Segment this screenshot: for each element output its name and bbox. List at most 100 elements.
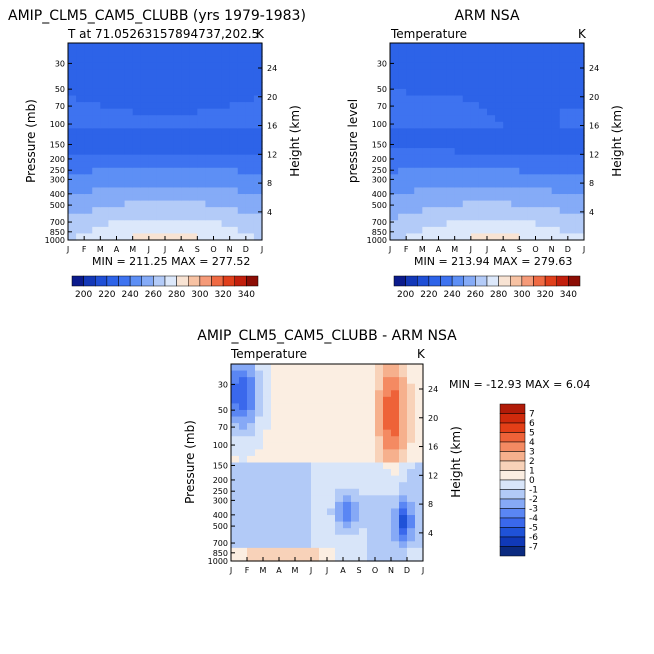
diff-cell	[239, 482, 248, 490]
diff-cell	[415, 416, 424, 424]
model-colorbar-swatch	[234, 275, 247, 287]
model-x-tick-label: D	[243, 245, 249, 254]
obs-cell	[462, 49, 472, 57]
obs-cell	[543, 134, 553, 143]
diff-cell	[239, 383, 248, 391]
obs-cell	[551, 82, 561, 90]
diff-cell	[255, 442, 264, 450]
diff-cell	[335, 409, 344, 418]
model-cell	[229, 62, 239, 70]
diff-height-tick-label: 8	[428, 500, 433, 509]
diff-cell	[367, 554, 376, 562]
model-cell	[165, 128, 174, 136]
obs-cell	[470, 56, 480, 64]
model-cell	[140, 128, 150, 136]
diff-cell	[303, 455, 312, 464]
model-cell	[84, 233, 93, 241]
obs-cell	[478, 141, 488, 149]
diff-cell	[327, 396, 336, 404]
obs-cell	[543, 200, 553, 208]
model-cell	[108, 121, 118, 129]
diff-colorbar-label: 2	[529, 457, 535, 467]
obs-cell	[551, 134, 561, 143]
obs-cell	[422, 167, 432, 175]
model-cell	[84, 200, 93, 208]
diff-cell	[247, 370, 256, 378]
diff-cell	[359, 541, 368, 549]
obs-cell	[503, 102, 512, 110]
obs-cell	[406, 43, 415, 51]
obs-panel-subtitle: Temperature	[390, 27, 467, 41]
diff-cell	[271, 429, 280, 437]
model-cell	[205, 187, 215, 195]
model-cell	[237, 167, 247, 175]
diff-cell	[375, 396, 384, 404]
diff-cell	[319, 423, 328, 431]
model-cell	[245, 102, 255, 110]
model-cell	[156, 161, 166, 169]
obs-cell	[478, 121, 488, 129]
diff-cell	[375, 364, 384, 372]
model-cell	[132, 128, 142, 136]
diff-colorbar-label: -2	[529, 495, 538, 505]
diff-cell	[247, 469, 256, 477]
diff-cell	[327, 377, 336, 385]
model-cell	[132, 49, 142, 57]
obs-cell	[551, 226, 561, 235]
model-cell	[197, 75, 207, 83]
model-cell	[108, 102, 118, 110]
obs-cell	[454, 43, 464, 51]
model-cell	[68, 95, 77, 103]
model-cell	[92, 128, 101, 136]
diff-cell	[407, 495, 416, 503]
model-cell	[221, 148, 231, 156]
diff-colorbar-swatch	[499, 451, 526, 462]
diff-cell	[367, 409, 376, 418]
obs-cell	[454, 69, 464, 77]
obs-cell	[519, 141, 529, 149]
obs-cell	[519, 43, 529, 51]
model-cell	[237, 220, 247, 228]
diff-cell	[255, 462, 264, 470]
model-cell	[140, 43, 150, 51]
diff-cell	[271, 495, 280, 503]
model-cell	[205, 174, 215, 182]
model-cell	[181, 180, 190, 189]
diff-cell	[311, 423, 320, 431]
obs-cell	[495, 115, 504, 123]
model-cell	[116, 43, 126, 51]
diff-cell	[399, 442, 408, 450]
diff-cell	[351, 383, 360, 391]
diff-cell	[367, 501, 376, 510]
model-cell	[92, 82, 101, 90]
model-cell	[173, 95, 182, 103]
obs-cell	[390, 75, 399, 83]
obs-cell	[478, 115, 488, 123]
model-colorbar-swatch	[188, 275, 201, 287]
obs-cell	[575, 49, 585, 57]
obs-cell	[406, 69, 415, 77]
obs-cell	[406, 128, 415, 136]
model-x-tick-label: J	[66, 245, 69, 254]
obs-cell	[487, 174, 496, 182]
model-cell	[92, 220, 101, 228]
model-cell	[165, 213, 174, 221]
diff-cell	[287, 469, 296, 477]
diff-cell	[399, 508, 408, 516]
obs-cell	[406, 220, 415, 228]
obs-cell	[406, 226, 415, 235]
obs-cell	[519, 233, 529, 241]
diff-cell	[303, 475, 312, 483]
model-cell	[237, 121, 247, 129]
obs-cell	[511, 200, 520, 208]
model-cell	[229, 134, 239, 143]
diff-cell	[287, 436, 296, 444]
obs-cell	[406, 134, 415, 143]
obs-cell	[559, 75, 569, 83]
obs-cell	[535, 200, 545, 208]
diff-cell	[231, 462, 240, 470]
model-colorbar-label: 200	[75, 290, 92, 300]
obs-cell	[446, 174, 456, 182]
obs-cell	[430, 148, 440, 156]
model-cell	[173, 180, 182, 189]
